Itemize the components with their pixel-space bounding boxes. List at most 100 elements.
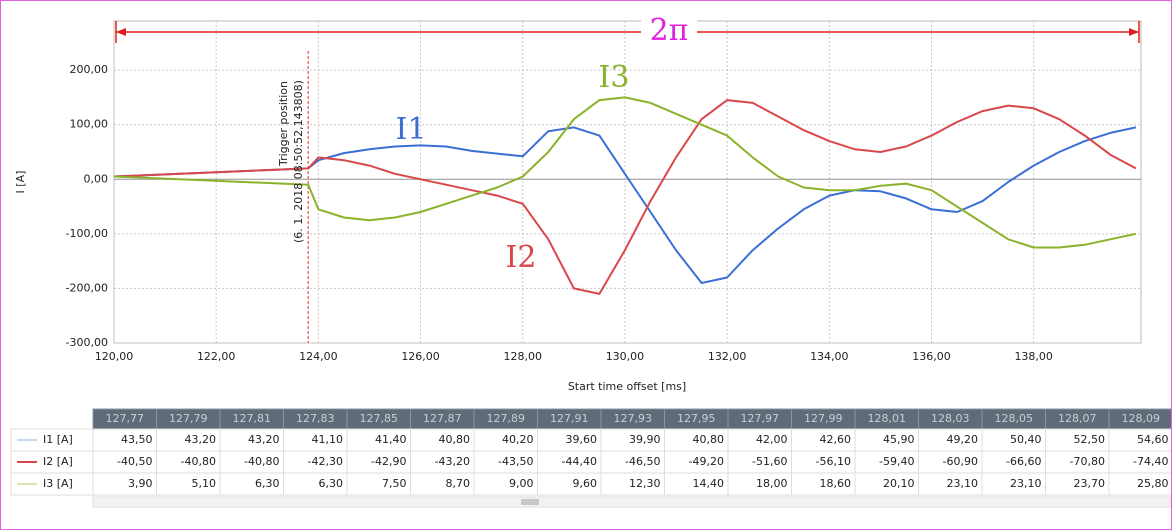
column-header: 127,83: [296, 412, 335, 425]
cell-value: -46,50: [625, 455, 660, 468]
cell-value: -70,80: [1070, 455, 1105, 468]
cell-value: 14,40: [693, 477, 725, 490]
y-tick-label: -100,00: [66, 227, 108, 240]
plot-area: [113, 20, 1142, 344]
cell-value: 9,00: [509, 477, 534, 490]
series-line: [113, 126, 1137, 284]
cell-value: 5,10: [192, 477, 217, 490]
series-label: I2: [506, 240, 537, 275]
cell-value: -60,90: [943, 455, 978, 468]
column-header: 128,01: [868, 412, 907, 425]
cell-value: 40,20: [502, 433, 534, 446]
cell-value: -49,20: [689, 455, 724, 468]
cell-value: 18,60: [820, 477, 852, 490]
cell-value: 12,30: [629, 477, 661, 490]
series-label: I3: [599, 60, 630, 95]
y-tick-label: 100,00: [70, 118, 109, 131]
y-tick-label: 0,00: [84, 172, 109, 185]
column-header: 127,77: [106, 412, 145, 425]
table-cell: [1108, 472, 1171, 496]
y-tick-label: -200,00: [66, 281, 108, 294]
scrollbar-thumb[interactable]: [521, 499, 539, 505]
cell-value: 52,50: [1074, 433, 1106, 446]
x-tick-label: 126,00: [401, 350, 440, 363]
column-header: 127,93: [614, 412, 653, 425]
cell-value: 20,10: [883, 477, 915, 490]
cell-value: 50,40: [1010, 433, 1042, 446]
cell-value: 6,30: [255, 477, 280, 490]
cell-value: -43,50: [498, 455, 533, 468]
cell-value: 6,30: [319, 477, 344, 490]
cell-value: 41,10: [312, 433, 344, 446]
cell-value: 43,20: [248, 433, 280, 446]
cell-value: -59,40: [879, 455, 914, 468]
cell-value: 7,50: [382, 477, 407, 490]
column-header: 127,91: [550, 412, 589, 425]
column-header: 127,89: [487, 412, 526, 425]
cell-value: 9,60: [573, 477, 598, 490]
column-header: 127,97: [741, 412, 780, 425]
scrollbar-track[interactable]: [92, 496, 1171, 508]
cell-value: -42,30: [308, 455, 343, 468]
cell-value: 8,70: [446, 477, 471, 490]
cell-value: -40,50: [117, 455, 152, 468]
trigger-time: (6. 1. 2018 08:50:52,143808): [292, 80, 305, 243]
arrow-head: [1129, 28, 1139, 36]
column-header: 128,07: [1058, 412, 1097, 425]
series-line: [113, 96, 1137, 249]
column-header: 127,87: [423, 412, 462, 425]
row-label: I3 [A]: [43, 477, 73, 490]
cell-value: 39,90: [629, 433, 661, 446]
cell-value: 42,60: [820, 433, 852, 446]
cell-value: -40,80: [181, 455, 216, 468]
y-tick-label: -300,00: [66, 336, 108, 349]
column-header: 127,99: [804, 412, 843, 425]
cell-value: -40,80: [244, 455, 279, 468]
cell-value: 3,90: [128, 477, 153, 490]
cell-value: 23,10: [1010, 477, 1042, 490]
column-header: 127,85: [360, 412, 399, 425]
plot-layer: [113, 21, 1141, 344]
cell-value: 39,60: [566, 433, 598, 446]
x-tick-label: 138,00: [1014, 350, 1053, 363]
cell-value: 23,70: [1074, 477, 1106, 490]
cell-value: 43,20: [185, 433, 217, 446]
arrow-head: [116, 28, 126, 36]
column-header: 128,09: [1122, 412, 1161, 425]
cell-value: -56,10: [816, 455, 851, 468]
cell-value: -43,20: [435, 455, 470, 468]
column-header: 127,95: [677, 412, 716, 425]
cell-value: 18,00: [756, 477, 788, 490]
cell-value: -66,60: [1006, 455, 1041, 468]
column-header: 128,05: [995, 412, 1034, 425]
period-label: 2π: [650, 13, 689, 48]
x-tick-label: 120,00: [95, 350, 134, 363]
cell-value: 42,00: [756, 433, 788, 446]
cell-value: -74,40: [1133, 455, 1168, 468]
cell-value: -44,40: [562, 455, 597, 468]
cell-value: -42,90: [371, 455, 406, 468]
x-tick-label: 128,00: [504, 350, 543, 363]
x-tick-label: 122,00: [197, 350, 236, 363]
column-header: 127,81: [233, 412, 272, 425]
x-tick-label: 124,00: [299, 350, 338, 363]
column-header: 127,79: [169, 412, 208, 425]
cell-value: 54,60: [1137, 433, 1169, 446]
y-axis-label: I [A]: [14, 171, 27, 194]
x-axis-label: Start time offset [ms]: [568, 380, 686, 393]
cell-value: 45,90: [883, 433, 915, 446]
column-header: 128,03: [931, 412, 970, 425]
cell-value: 25,80: [1137, 477, 1169, 490]
x-tick-label: 136,00: [912, 350, 951, 363]
cell-value: -51,60: [752, 455, 787, 468]
cell-value: 23,10: [947, 477, 979, 490]
row-label: I2 [A]: [43, 455, 73, 468]
cell-value: 43,50: [121, 433, 153, 446]
period-label-bg: [641, 16, 697, 48]
cell-value: 40,80: [693, 433, 725, 446]
y-tick-label: 200,00: [70, 63, 109, 76]
x-tick-label: 134,00: [810, 350, 849, 363]
x-tick-label: 130,00: [606, 350, 645, 363]
cell-value: 49,20: [947, 433, 979, 446]
